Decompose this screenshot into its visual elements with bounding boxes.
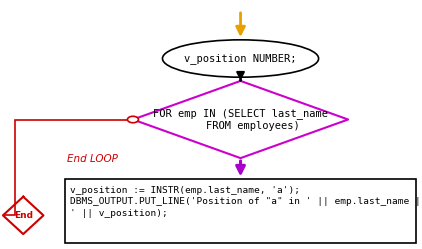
Text: FOR emp IN (SELECT last_name
    FROM employees): FOR emp IN (SELECT last_name FROM employ…	[153, 108, 328, 131]
Bar	[65, 179, 416, 243]
Text: End: End	[14, 211, 33, 220]
Text: v_position NUMBER;: v_position NUMBER;	[184, 53, 297, 64]
Text: v_position := INSTR(emp.last_name, 'a');
DBMS_OUTPUT.PUT_LINE('Position of "a" i: v_position := INSTR(emp.last_name, 'a');…	[70, 186, 422, 218]
Ellipse shape	[162, 40, 319, 77]
Circle shape	[127, 116, 138, 123]
Text: End LOOP: End LOOP	[68, 154, 118, 164]
